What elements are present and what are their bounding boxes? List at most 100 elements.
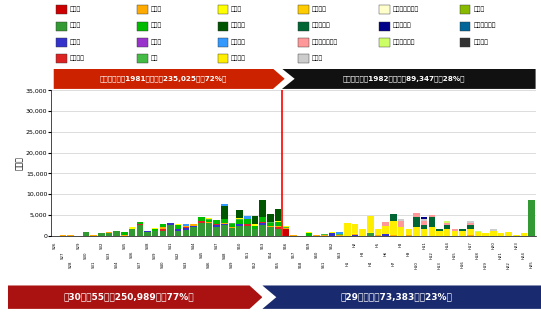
Bar: [275, 227, 281, 229]
Bar: [282, 226, 289, 227]
Text: H13: H13: [438, 261, 441, 269]
Text: 青少年施設: 青少年施設: [393, 23, 411, 28]
Text: 福祉・保健施設: 福祉・保健施設: [312, 39, 338, 45]
Bar: [160, 228, 166, 231]
Bar: [229, 227, 235, 228]
Text: H20: H20: [491, 241, 496, 249]
Bar: [137, 38, 148, 47]
Text: 新耐震基準（1982年以降）89,347㎡（28%）: 新耐震基準（1982年以降）89,347㎡（28%）: [342, 76, 465, 82]
Bar: [221, 223, 228, 224]
Bar: [152, 229, 159, 232]
Bar: [213, 227, 220, 236]
Text: 児童会: 児童会: [473, 6, 485, 12]
Bar: [267, 226, 274, 227]
Bar: [221, 225, 228, 236]
Text: S26: S26: [53, 241, 57, 249]
Bar: [275, 222, 281, 227]
Bar: [352, 224, 358, 233]
Bar: [421, 229, 427, 236]
Bar: [444, 223, 451, 225]
Text: S61: S61: [322, 261, 326, 268]
Bar: [244, 224, 250, 227]
Bar: [244, 223, 250, 224]
Bar: [344, 223, 351, 236]
Bar: [428, 217, 435, 227]
Text: H9: H9: [407, 251, 411, 256]
Bar: [136, 222, 143, 224]
Bar: [244, 217, 250, 219]
Bar: [328, 232, 335, 233]
Text: S34: S34: [115, 261, 118, 268]
Bar: [313, 235, 320, 236]
Bar: [421, 225, 427, 229]
Bar: [129, 228, 135, 229]
Bar: [474, 231, 481, 232]
Text: S35: S35: [122, 241, 127, 249]
Bar: [183, 228, 189, 230]
Bar: [244, 227, 250, 236]
Bar: [236, 220, 243, 224]
Bar: [252, 228, 259, 229]
Bar: [129, 227, 135, 228]
Bar: [60, 235, 66, 236]
Text: S37: S37: [138, 261, 142, 268]
Bar: [460, 38, 470, 47]
Bar: [221, 206, 228, 219]
Bar: [467, 229, 473, 235]
Bar: [306, 232, 312, 233]
Text: S46: S46: [207, 261, 211, 268]
Text: 教育施設等: 教育施設等: [312, 23, 331, 28]
Text: 築30年～55年　250,989㎡（77%）: 築30年～55年 250,989㎡（77%）: [63, 293, 194, 302]
Bar: [352, 234, 358, 235]
Bar: [175, 225, 181, 229]
Text: 築29年以下　73,383㎡（23%）: 築29年以下 73,383㎡（23%）: [340, 293, 452, 302]
Bar: [56, 5, 67, 14]
Bar: [114, 232, 120, 236]
Bar: [175, 231, 181, 236]
Bar: [221, 219, 228, 223]
Bar: [321, 234, 327, 235]
Bar: [406, 228, 412, 235]
Bar: [483, 233, 489, 236]
Bar: [56, 54, 67, 63]
Text: H23: H23: [514, 241, 518, 249]
Bar: [452, 231, 458, 236]
Bar: [206, 218, 212, 219]
Bar: [467, 223, 473, 225]
Bar: [490, 232, 497, 236]
Text: S27: S27: [61, 251, 65, 259]
Bar: [267, 223, 274, 226]
Polygon shape: [262, 285, 541, 309]
Polygon shape: [282, 69, 536, 89]
Bar: [229, 228, 235, 236]
Bar: [467, 222, 473, 223]
Text: こどもセンター: こどもセンター: [393, 6, 419, 12]
Text: S53: S53: [261, 241, 265, 249]
Text: S29: S29: [76, 241, 80, 249]
Text: H17: H17: [469, 241, 472, 249]
Bar: [413, 213, 420, 217]
Text: H5: H5: [376, 241, 380, 247]
Text: H7: H7: [391, 261, 395, 266]
Bar: [529, 200, 535, 236]
Bar: [144, 232, 151, 236]
Bar: [436, 229, 443, 232]
Bar: [460, 5, 470, 14]
Text: S38: S38: [146, 241, 149, 249]
Bar: [490, 229, 497, 232]
Bar: [160, 227, 166, 228]
Bar: [337, 232, 343, 234]
Text: S32: S32: [100, 241, 103, 249]
Text: S51: S51: [246, 251, 249, 258]
Bar: [67, 235, 74, 236]
Text: S39: S39: [153, 251, 157, 259]
Bar: [90, 235, 97, 236]
Bar: [136, 225, 143, 236]
Bar: [328, 233, 335, 236]
Text: こども園: こども園: [312, 6, 327, 12]
Bar: [352, 233, 358, 234]
Bar: [444, 229, 451, 236]
Bar: [275, 221, 281, 222]
Bar: [213, 220, 220, 224]
Bar: [229, 224, 235, 227]
